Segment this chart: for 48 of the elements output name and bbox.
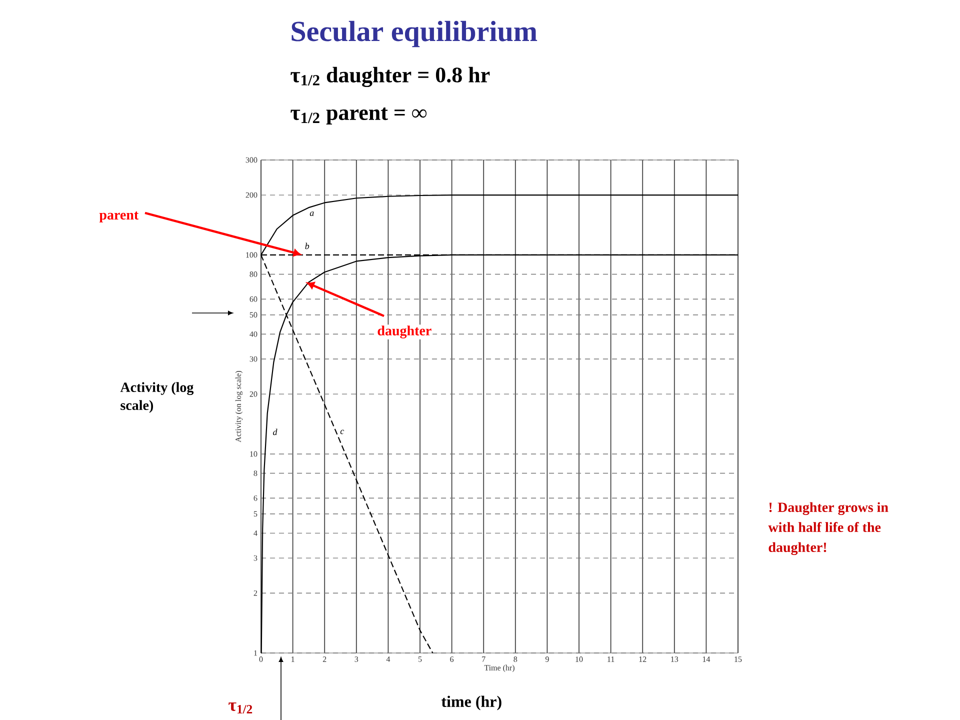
text: ! Daughter grows in with half life of the daughter! [768,502,888,555]
text: τ$_{1/2}$ [228,702,252,714]
x-tick-label: 10 [576,656,583,662]
annotation: parent [99,212,139,222]
x-tick-label: 3 [354,656,358,662]
x-tick-label: 14 [702,656,710,662]
x-tick-label: 12 [639,656,646,662]
y-tick-label: 40 [250,331,258,337]
chart-title: Secular equilibrium [292,20,538,48]
x-tick-label: 9 [545,656,549,662]
x-tick-label: 2 [322,656,326,662]
text: Activity (log scale) [120,382,194,413]
x-axis-title: Time (hr) [484,664,514,672]
text: τ$_{1/2}$ parent = ∞ [290,107,427,125]
y-axis-title: Activity (on log scale) [235,370,243,442]
y-tick-label: 300 [246,157,258,163]
annotation: b [305,242,310,250]
y-tick-label: 100 [246,252,258,258]
x-tick-label: 1 [292,656,294,662]
annotation: daughter [378,326,432,338]
annotation: c [340,430,344,434]
x-tick-label: 8 [514,656,518,662]
x-tick-label: 15 [734,656,742,662]
y-tick-label: 50 [250,312,258,318]
y-tick-label: 3 [254,555,258,561]
chart-subtitle: τ$_{1/2}$ daughter = 0.8 hr [290,66,490,88]
y-tick-label: 2 [254,590,258,596]
y-tick-label: 1 [254,650,257,656]
x-tick-label: 4 [386,656,390,662]
annotation: d [273,428,278,436]
y-tick-label: 80 [250,272,258,277]
y-tick-label: 200 [246,192,258,198]
y-tick-label: 20 [250,391,258,397]
y-tick-label: 8 [254,470,258,476]
x-tick-label: 5 [418,656,422,662]
x-tick-label: 11 [608,656,614,662]
text: time (hr) [441,696,502,710]
x-tick-label: 6 [450,656,454,662]
x-tick-label: 0 [259,656,263,662]
y-tick-label: 60 [250,296,258,302]
x-tick-label: 13 [671,656,678,662]
y-tick-label: 4 [254,530,258,536]
y-tick-label: 10 [250,451,258,457]
y-tick-label: 30 [250,356,258,362]
annotation: a [310,212,314,216]
x-tick-label: 7 [482,656,486,662]
y-tick-label: 5 [254,511,258,517]
y-tick-label: 6 [254,495,258,501]
